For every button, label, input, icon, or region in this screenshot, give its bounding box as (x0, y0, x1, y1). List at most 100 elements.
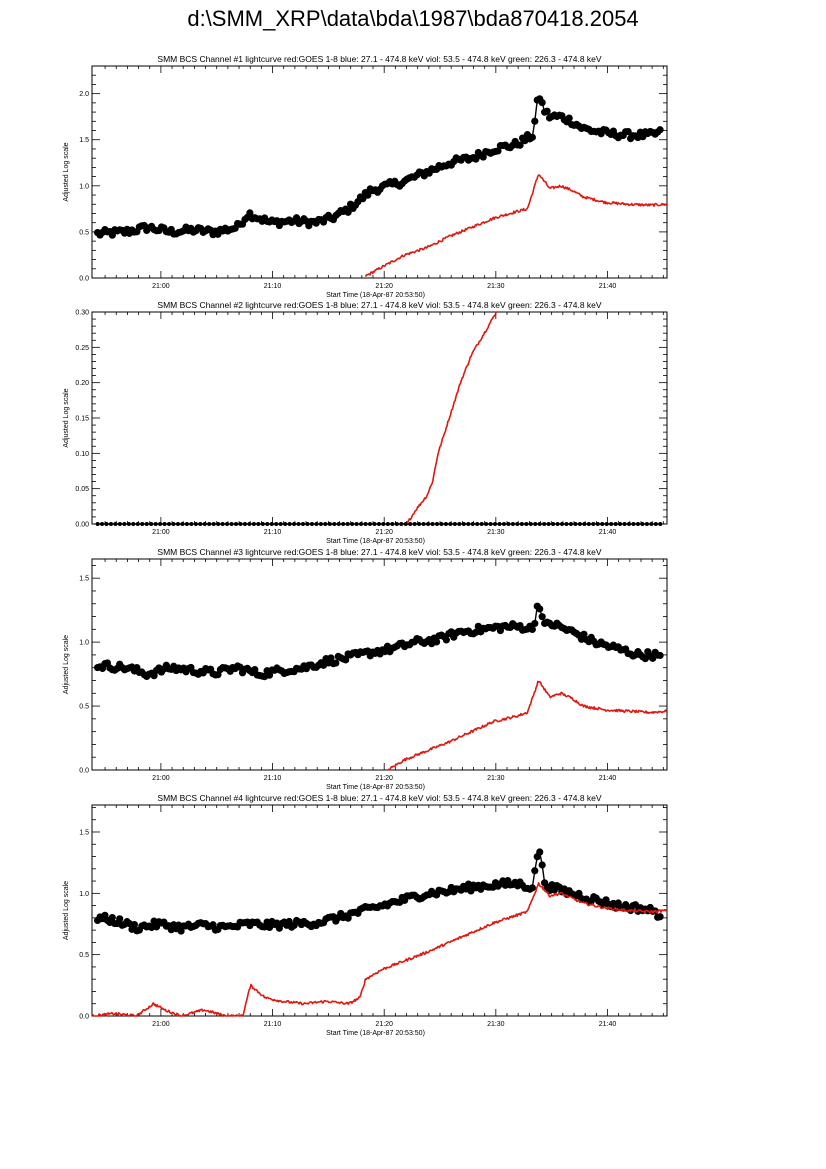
data-point (538, 861, 546, 869)
data-point (394, 522, 399, 526)
data-point (452, 522, 457, 526)
data-point (117, 522, 122, 526)
data-point (580, 630, 588, 638)
data-point (442, 636, 450, 644)
data-point (408, 522, 413, 526)
data-point (656, 913, 664, 921)
data-point (327, 522, 332, 526)
data-point (542, 522, 547, 526)
data-point (417, 522, 422, 526)
data-point (216, 522, 221, 526)
data-point (479, 153, 487, 161)
y-axis-label: Adjusted Log scale (63, 142, 70, 201)
data-point (457, 522, 462, 526)
data-point (531, 619, 539, 628)
series-line-goes (364, 174, 668, 277)
data-point (622, 522, 627, 526)
data-point (479, 522, 484, 526)
x-tick-label: 21:40 (599, 1021, 617, 1028)
y-tick-label: 0.0 (79, 276, 89, 283)
y-tick-label: 0.00 (75, 522, 89, 529)
x-tick-label: 21:20 (375, 283, 393, 290)
data-point (381, 522, 386, 526)
data-point (345, 522, 350, 526)
y-tick-label: 0.5 (79, 229, 89, 236)
x-tick-label: 21:30 (487, 775, 505, 782)
data-point (475, 522, 480, 526)
y-tick-label: 0.5 (79, 952, 89, 959)
x-tick-label: 21:40 (599, 529, 617, 536)
chart-title: SMM BCS Channel #2 lightcurve red:GOES 1… (157, 300, 601, 310)
data-point (488, 522, 493, 526)
data-point (497, 522, 502, 526)
data-point (95, 522, 100, 526)
data-point (301, 522, 306, 526)
data-point (336, 522, 341, 526)
data-point (565, 114, 573, 122)
data-point (649, 522, 654, 526)
data-point (390, 522, 395, 526)
data-point (350, 522, 355, 526)
x-tick-label: 21:10 (264, 1021, 282, 1028)
data-point (536, 605, 544, 613)
data-point (162, 522, 167, 526)
data-point (251, 522, 256, 526)
data-point (536, 848, 544, 856)
x-tick-label: 21:00 (152, 283, 170, 290)
data-point (656, 126, 664, 134)
data-point (631, 522, 636, 526)
x-axis-label: Start Time (18-Apr-87 20:53:50) (326, 784, 425, 791)
data-point (202, 522, 207, 526)
data-point (323, 522, 328, 526)
data-point (399, 522, 404, 526)
data-point (531, 117, 539, 125)
data-point (528, 133, 536, 141)
data-point (435, 522, 439, 526)
data-point (269, 522, 274, 526)
data-point (171, 522, 176, 526)
data-point (292, 214, 301, 222)
data-point (108, 522, 113, 526)
x-tick-label: 21:00 (152, 529, 170, 536)
data-point (528, 625, 536, 634)
data-point (140, 522, 145, 526)
data-point (538, 98, 546, 107)
plot-frame (91, 558, 668, 771)
data-point (158, 522, 163, 526)
plot-frame (91, 804, 668, 1017)
x-axis-label: Start Time (18-Apr-87 20:53:50) (326, 1030, 425, 1037)
y-tick-label: 1.5 (79, 829, 89, 836)
data-point (364, 191, 372, 199)
chart-title: SMM BCS Channel #1 lightcurve red:GOES 1… (157, 54, 601, 64)
data-point (130, 920, 139, 929)
data-point (658, 522, 663, 526)
y-tick-label: 1.0 (79, 183, 89, 190)
y-tick-label: 0.25 (75, 345, 89, 352)
series-line-bcs (97, 97, 661, 237)
x-axis-label: Start Time (18-Apr-87 20:53:50) (326, 292, 425, 299)
data-point (591, 522, 596, 526)
data-point (285, 917, 293, 926)
data-point (551, 522, 556, 526)
plot-frame (91, 311, 668, 525)
data-point (528, 884, 536, 892)
y-tick-label: 1.5 (79, 576, 89, 583)
data-point (515, 522, 520, 526)
data-point (292, 522, 297, 526)
data-point (635, 522, 640, 526)
data-point (108, 231, 116, 239)
data-point (189, 522, 194, 526)
data-point (618, 522, 623, 526)
data-point (560, 522, 565, 526)
x-tick-label: 21:10 (264, 775, 282, 782)
x-tick-label: 21:40 (599, 775, 617, 782)
data-point (104, 522, 109, 526)
data-point (372, 522, 377, 526)
chart-title: SMM BCS Channel #4 lightcurve red:GOES 1… (157, 793, 601, 803)
data-point (314, 522, 319, 526)
data-point (327, 654, 335, 662)
data-point (604, 522, 609, 526)
x-tick-label: 21:20 (375, 775, 393, 782)
data-point (519, 522, 524, 526)
data-point (506, 522, 511, 526)
